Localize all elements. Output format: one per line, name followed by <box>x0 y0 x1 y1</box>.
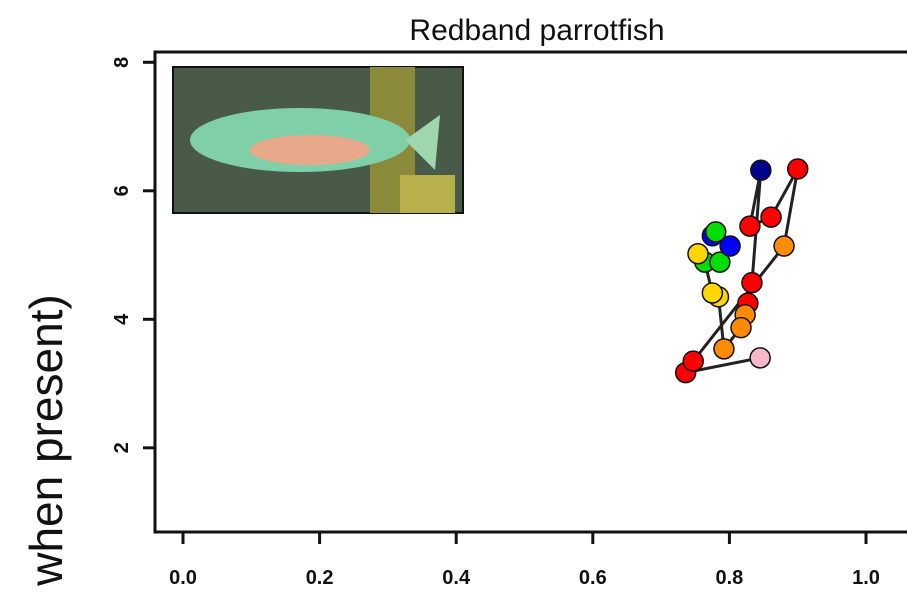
point <box>705 221 727 243</box>
x-tick-label: 1.0 <box>852 567 880 589</box>
y-tick-label: 8 <box>111 57 133 68</box>
x-tick-label: 0.6 <box>579 567 607 589</box>
axes-frame <box>153 50 907 534</box>
point <box>687 243 709 265</box>
x-tick-label: 0.0 <box>169 567 197 589</box>
point <box>682 350 704 372</box>
x-tick-label: 0.2 <box>306 567 334 589</box>
y-tick-label: 2 <box>111 442 133 453</box>
point <box>719 235 741 257</box>
point <box>741 271 763 294</box>
point <box>730 316 752 339</box>
point <box>709 251 731 273</box>
x-tick-label: 0.4 <box>442 567 471 589</box>
x-tick-label: 0.8 <box>716 567 744 589</box>
point <box>701 282 724 304</box>
point <box>749 347 771 369</box>
point <box>760 206 782 228</box>
point <box>750 159 772 181</box>
point <box>773 235 795 257</box>
y-tick-label: 6 <box>111 185 133 196</box>
y-axis-label: when present) <box>20 294 72 587</box>
point <box>786 158 809 180</box>
fish-photo <box>172 66 464 214</box>
point <box>739 215 761 237</box>
y-tick-label: 4 <box>111 313 133 325</box>
chart-title: Redband parrotfish <box>409 14 664 47</box>
point <box>713 338 735 360</box>
